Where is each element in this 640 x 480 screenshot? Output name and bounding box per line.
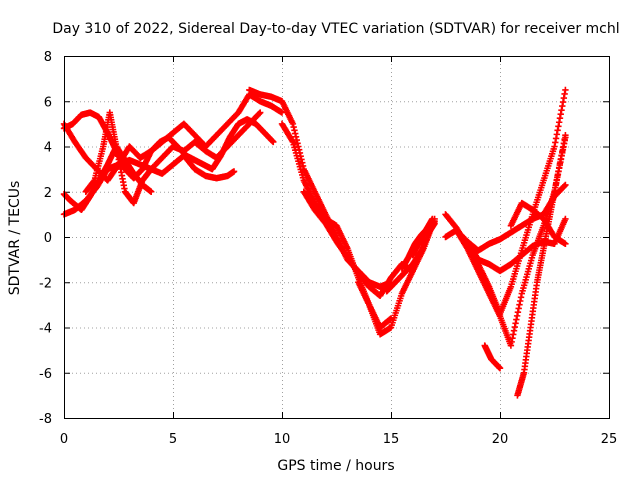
data-point — [278, 109, 286, 116]
data-point — [562, 240, 569, 247]
data-point — [562, 134, 569, 141]
x-tick-label: 5 — [169, 432, 177, 447]
x-tick-label: 25 — [601, 432, 618, 447]
axis-ticks: 0 5 10 15 20 25 -8 -6 -4 -2 0 2 4 6 8 — [39, 50, 617, 447]
series-track-10 — [383, 220, 438, 295]
series-track-12 — [409, 215, 436, 259]
y-tick-label: 8 — [44, 50, 52, 65]
series-track-5 — [60, 109, 277, 182]
data-point — [496, 365, 504, 372]
series-track-16 — [464, 215, 569, 275]
y-tick-label: 0 — [44, 231, 52, 246]
y-axis-label: SDTVAR / TECUs — [7, 181, 23, 296]
data-point — [230, 168, 238, 175]
data-point — [562, 181, 569, 189]
series-track-6 — [246, 86, 395, 290]
series-track-17 — [481, 342, 504, 372]
x-tick-label: 10 — [274, 432, 291, 447]
y-tick-label: 4 — [44, 141, 52, 156]
y-tick-label: -8 — [39, 412, 52, 427]
series-track-18 — [507, 199, 569, 247]
data-point — [429, 215, 436, 223]
y-tick-label: -6 — [39, 367, 52, 382]
y-tick-label: -4 — [39, 322, 52, 337]
y-tick-label: 6 — [44, 95, 52, 110]
data-point — [562, 215, 569, 223]
series-track-1 — [60, 91, 286, 184]
chart-title: Day 310 of 2022, Sidereal Day-to-day VTE… — [52, 21, 619, 37]
x-tick-label: 0 — [60, 432, 68, 447]
x-tick-label: 15 — [383, 432, 400, 447]
series-track-4 — [82, 109, 264, 207]
x-tick-label: 20 — [492, 432, 509, 447]
data-point — [148, 188, 155, 195]
x-axis-label: GPS time / hours — [277, 458, 394, 474]
y-tick-label: -2 — [39, 276, 52, 291]
data-point — [257, 109, 264, 116]
data-point — [270, 138, 277, 146]
y-tick-label: 2 — [44, 186, 52, 201]
series-track-19 — [514, 134, 569, 399]
plot-frame — [64, 56, 610, 419]
series-track-7 — [278, 120, 395, 331]
data-points — [60, 86, 569, 399]
data-point — [562, 86, 569, 94]
